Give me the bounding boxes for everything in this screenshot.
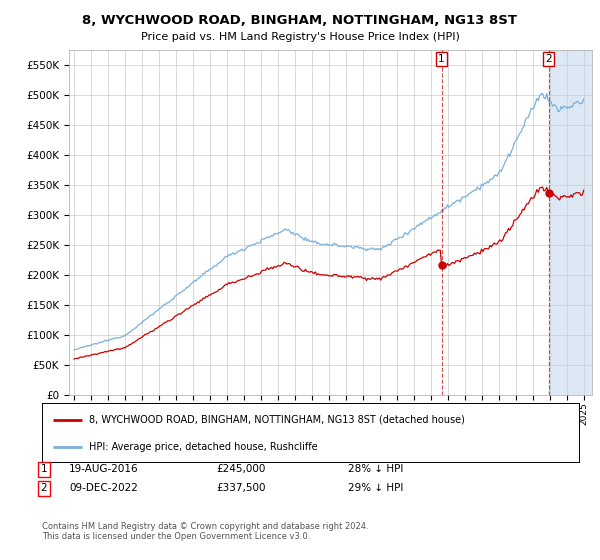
Text: 09-DEC-2022: 09-DEC-2022 bbox=[69, 483, 138, 493]
Text: 8, WYCHWOOD ROAD, BINGHAM, NOTTINGHAM, NG13 8ST (detached house): 8, WYCHWOOD ROAD, BINGHAM, NOTTINGHAM, N… bbox=[89, 414, 465, 424]
Text: Price paid vs. HM Land Registry's House Price Index (HPI): Price paid vs. HM Land Registry's House … bbox=[140, 32, 460, 43]
Text: 1: 1 bbox=[438, 54, 445, 64]
Text: £245,000: £245,000 bbox=[216, 464, 265, 474]
Text: £337,500: £337,500 bbox=[216, 483, 265, 493]
Text: 19-AUG-2016: 19-AUG-2016 bbox=[69, 464, 139, 474]
Text: 2: 2 bbox=[40, 483, 47, 493]
Text: 28% ↓ HPI: 28% ↓ HPI bbox=[348, 464, 403, 474]
Text: 1: 1 bbox=[40, 464, 47, 474]
Text: HPI: Average price, detached house, Rushcliffe: HPI: Average price, detached house, Rush… bbox=[89, 442, 318, 452]
Bar bbox=[549, 50, 592, 395]
Text: 8, WYCHWOOD ROAD, BINGHAM, NOTTINGHAM, NG13 8ST: 8, WYCHWOOD ROAD, BINGHAM, NOTTINGHAM, N… bbox=[83, 14, 517, 27]
Text: Contains HM Land Registry data © Crown copyright and database right 2024.
This d: Contains HM Land Registry data © Crown c… bbox=[42, 522, 368, 542]
Text: 2: 2 bbox=[545, 54, 552, 64]
Text: 29% ↓ HPI: 29% ↓ HPI bbox=[348, 483, 403, 493]
